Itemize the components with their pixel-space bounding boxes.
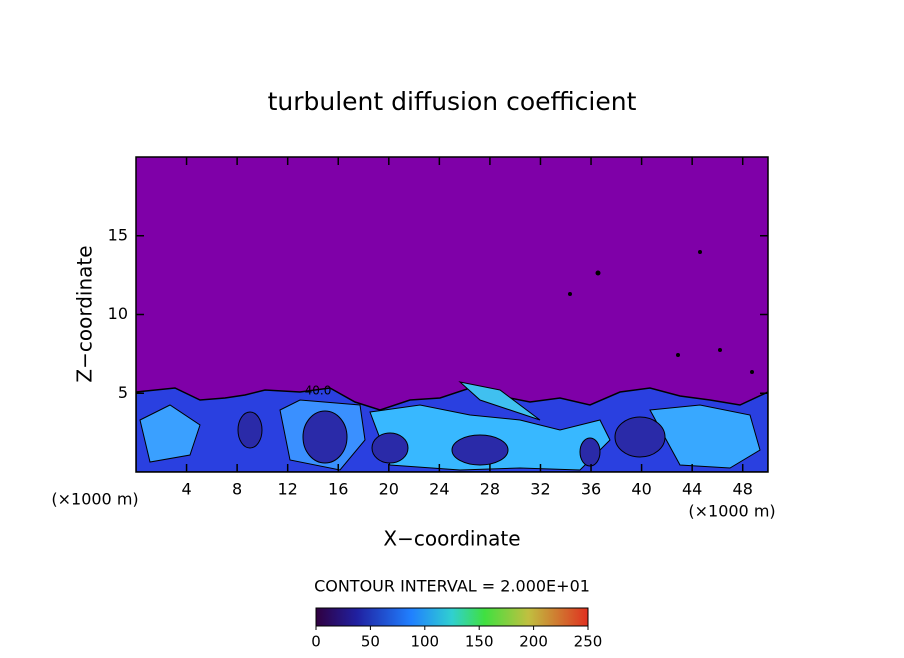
x-tick-label: 40 [631,480,651,499]
y-tick-label: 5 [118,383,128,402]
y-axis-label: Z−coordinate [73,245,97,382]
colorbar-tick-label: 200 [519,633,548,651]
x-tick-label: 24 [429,480,449,499]
x-tick-label: 44 [682,480,702,499]
x-unit: (×1000 m) [51,490,138,509]
x-tick-label: 36 [581,480,601,499]
x-tick-label: 8 [232,480,242,499]
x-tick-label: 4 [181,480,191,499]
colorbar-tick-label: 100 [410,633,439,651]
x-tick-label: 32 [530,480,550,499]
colorbar-tick-label: 0 [311,633,321,651]
colorbar-tick-label: 150 [465,633,494,651]
x-tick-label: 28 [480,480,500,499]
colorbar [315,607,589,627]
chart-title: turbulent diffusion coefficient [268,87,637,116]
contour-label: 40.0 [305,384,332,398]
x-axis-label: X−coordinate [383,527,520,551]
y-tick-label: 15 [108,225,128,244]
x-unit: (×1000 m) [688,502,775,521]
contour-interval: CONTOUR INTERVAL = 2.000E+01 [314,577,590,596]
y-tick-label: 10 [108,304,128,323]
x-tick-label: 12 [278,480,298,499]
contour-field [136,157,768,472]
x-tick-label: 20 [379,480,399,499]
colorbar-tick-label: 250 [574,633,603,651]
colorbar-tick-label: 50 [361,633,380,651]
x-tick-label: 16 [328,480,348,499]
x-tick-label: 48 [733,480,753,499]
